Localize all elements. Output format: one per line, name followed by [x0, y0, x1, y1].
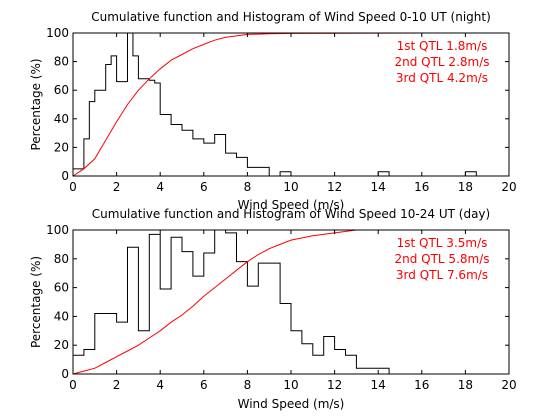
chart-panel-night: Cumulative function and Histogram of Win…: [29, 10, 517, 212]
y-axis-label: Percentage (%): [29, 58, 43, 150]
quartile-annotation: 3rd QTL 4.2m/s: [396, 71, 488, 85]
x-tick-label: 4: [156, 180, 164, 194]
x-tick-label: 10: [283, 378, 298, 392]
x-tick-label: 2: [113, 378, 121, 392]
x-tick-label: 4: [156, 378, 164, 392]
y-tick-label: 80: [54, 252, 69, 266]
histogram-series-night: [72, 32, 477, 177]
quartile-annotation: 2nd QTL 5.8m/s: [394, 252, 489, 266]
quartile-annotation: 1st QTL 3.5m/s: [397, 236, 488, 250]
y-tick-label: 0: [61, 367, 69, 381]
chart-title-day: Cumulative function and Histogram of Win…: [92, 207, 490, 221]
y-tick-label: 20: [54, 338, 69, 352]
x-tick-label: 18: [458, 180, 473, 194]
x-axis-label: Wind Speed (m/s): [238, 198, 345, 212]
x-tick-label: 0: [69, 378, 77, 392]
y-tick-label: 0: [61, 169, 69, 183]
y-tick-label: 40: [54, 309, 69, 323]
x-tick-label: 2: [113, 180, 121, 194]
histogram-series-day: [72, 229, 390, 374]
y-tick-label: 60: [54, 281, 69, 295]
x-tick-label: 16: [414, 180, 429, 194]
x-tick-label: 6: [200, 378, 208, 392]
y-tick-label: 100: [46, 223, 69, 237]
x-axis-label: Wind Speed (m/s): [238, 397, 345, 411]
y-tick-label: 60: [54, 83, 69, 97]
x-tick-label: 20: [501, 378, 516, 392]
x-tick-label: 16: [414, 378, 429, 392]
chart-panel-day: Cumulative function and Histogram of Win…: [29, 207, 517, 411]
x-tick-label: 14: [371, 180, 386, 194]
cumulative-series-day: [72, 229, 509, 375]
x-tick-label: 20: [501, 180, 516, 194]
y-axis-label: Percentage (%): [29, 256, 43, 348]
x-tick-label: 18: [458, 378, 473, 392]
quartile-annotation: 1st QTL 1.8m/s: [397, 39, 488, 53]
x-tick-label: 14: [371, 378, 386, 392]
x-tick-label: 8: [244, 378, 252, 392]
y-tick-label: 80: [54, 55, 69, 69]
chart-title-night: Cumulative function and Histogram of Win…: [91, 10, 491, 24]
quartile-annotation: 3rd QTL 7.6m/s: [396, 268, 488, 282]
x-tick-label: 12: [327, 378, 342, 392]
x-tick-label: 0: [69, 180, 77, 194]
y-tick-label: 40: [54, 112, 69, 126]
y-tick-label: 100: [46, 26, 69, 40]
quartile-annotation: 2nd QTL 2.8m/s: [394, 55, 489, 69]
x-tick-label: 8: [244, 180, 252, 194]
x-tick-label: 12: [327, 180, 342, 194]
x-tick-label: 10: [283, 180, 298, 194]
x-tick-label: 6: [200, 180, 208, 194]
y-tick-label: 20: [54, 140, 69, 154]
